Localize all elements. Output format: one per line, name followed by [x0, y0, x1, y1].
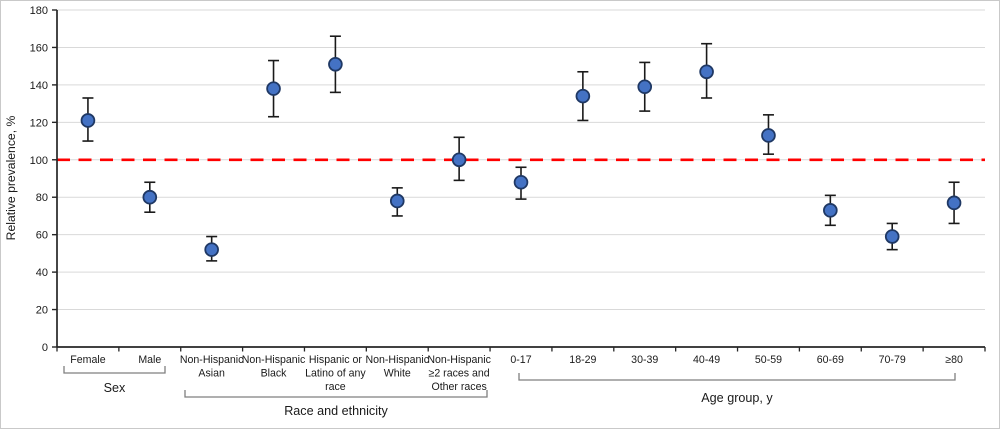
group-bracket [184, 390, 488, 398]
category-label: Non-Hispanic Black [242, 354, 306, 380]
category-label: 70-79 [879, 354, 906, 366]
category-label: 0-17 [510, 354, 531, 366]
category-label: Non-Hispanic White [365, 354, 429, 380]
group-label: Sex [104, 381, 126, 395]
category-label: 30-39 [631, 354, 658, 366]
data-point-marker [699, 64, 714, 80]
data-point-marker [204, 242, 219, 257]
category-label: 60-69 [817, 354, 844, 366]
category-label-line: ≥80 [945, 354, 963, 366]
y-axis-title: Relative prevalence, % [4, 116, 18, 241]
category-label: Non-Hispanic ≥2 races and Other races [427, 354, 491, 393]
data-point-marker [637, 79, 653, 95]
group-label: Race and ethnicity [284, 404, 388, 418]
data-point-marker [328, 56, 343, 72]
data-point-marker [142, 189, 158, 205]
category-label: Female [70, 354, 105, 366]
y-tick-label: 60 [36, 230, 48, 242]
data-point-marker [513, 174, 529, 190]
category-label-line: Non-Hispanic [365, 354, 429, 366]
group-bracket [518, 373, 956, 381]
data-point-marker [575, 88, 591, 104]
category-label-line: 40-49 [693, 354, 720, 366]
category-label: ≥80 [945, 354, 963, 366]
category-label: 40-49 [693, 354, 720, 366]
y-tick-label: 20 [36, 305, 48, 317]
data-point-marker [884, 229, 900, 244]
category-label-line: White [384, 368, 411, 380]
data-point-marker [946, 195, 962, 211]
category-label-line: Female [70, 354, 105, 366]
axes-layer: 0 20 40 60 80 100 120 140 160 180 [30, 5, 986, 354]
category-label-line: Non-Hispanic [242, 354, 306, 366]
category-label-line: 70-79 [879, 354, 906, 366]
y-tick-label: 40 [36, 267, 48, 279]
category-label-line: Non-Hispanic [427, 354, 491, 366]
group-label: Age group, y [701, 391, 773, 405]
labels-layer: Female Male Non-Hispanic Asian Non-Hispanic B… [63, 354, 963, 418]
y-tick-label: 80 [36, 192, 48, 204]
data-point-marker [451, 152, 467, 168]
category-label-line: ≥2 races and [429, 368, 490, 380]
y-tick-label: 160 [30, 42, 48, 54]
data-points-layer [80, 35, 962, 262]
category-label-line: 0-17 [510, 354, 531, 366]
data-point-marker [761, 128, 776, 143]
category-label-line: 30-39 [631, 354, 658, 366]
category-label-line: Hispanic or [309, 354, 362, 366]
category-label-line: Other races [431, 381, 486, 393]
category-label: 18-29 [569, 354, 596, 366]
category-label: Hispanic or Latino of any race [305, 354, 366, 393]
data-point-marker [389, 193, 405, 209]
category-label-line: race [325, 381, 346, 393]
data-point-marker [80, 113, 96, 128]
category-label-line: Asian [198, 368, 225, 380]
category-label-line: Male [138, 354, 161, 366]
data-point-marker [823, 203, 838, 218]
group-bracket [63, 366, 166, 374]
category-label: Male [138, 354, 161, 366]
category-label-line: Latino of any [305, 368, 366, 380]
y-tick-label: 100 [30, 155, 48, 167]
category-label: Non-Hispanic Asian [180, 354, 244, 380]
category-label-line: Non-Hispanic [180, 354, 244, 366]
y-tick-label: 180 [30, 5, 48, 17]
category-label-line: 50-59 [755, 354, 782, 366]
category-label-line: Black [261, 368, 288, 380]
y-tick-label: 0 [42, 342, 48, 354]
y-tick-label: 140 [30, 80, 48, 92]
data-point-marker [266, 81, 281, 96]
y-tick-label: 120 [30, 117, 48, 129]
category-label-line: 18-29 [569, 354, 596, 366]
category-label-line: 60-69 [817, 354, 844, 366]
category-label: 50-59 [755, 354, 782, 366]
